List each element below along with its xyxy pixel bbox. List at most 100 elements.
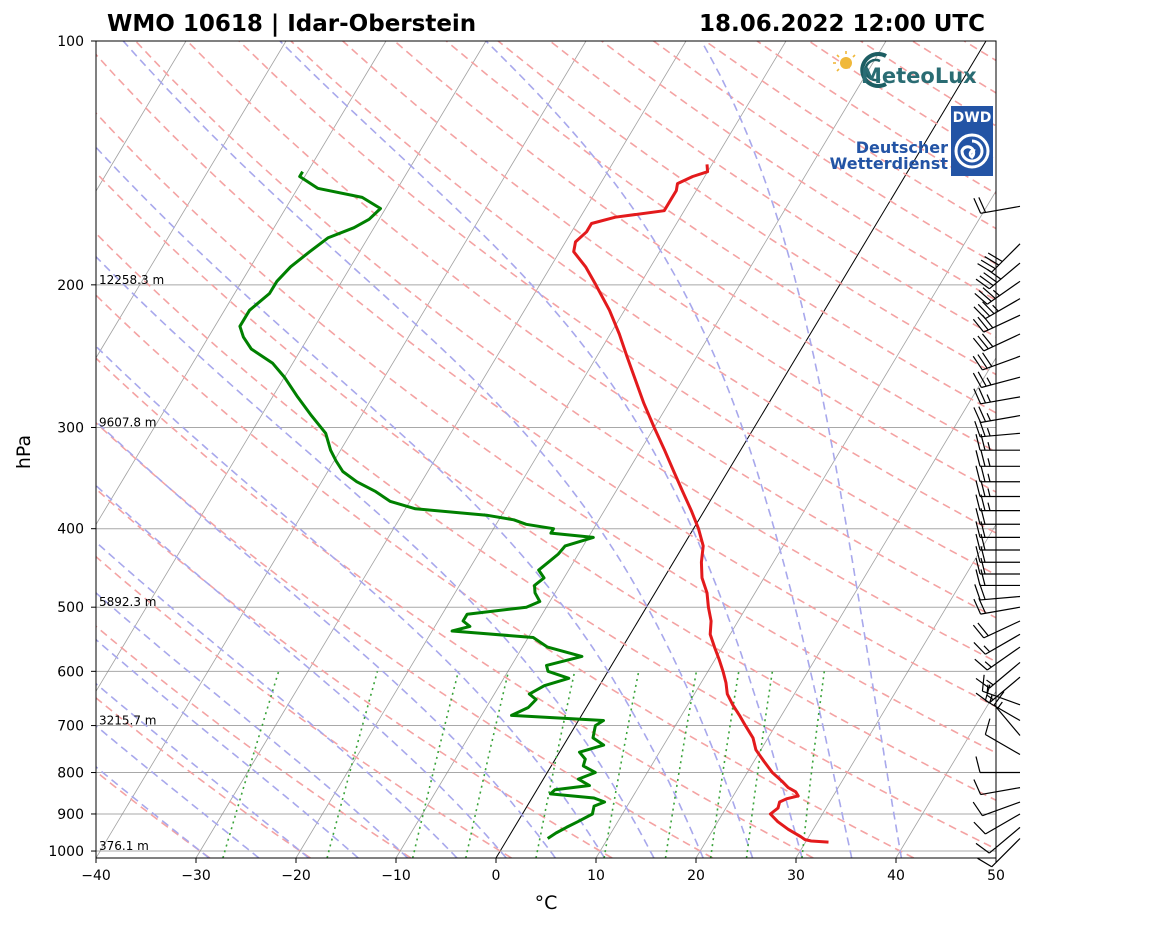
moist-adiabat bbox=[96, 484, 507, 858]
wind-barb-feather bbox=[975, 508, 981, 525]
wind-barb-feather bbox=[981, 333, 994, 348]
wind-barb-feather bbox=[992, 304, 999, 312]
wind-barb-feather bbox=[992, 289, 1000, 297]
wind-barb-feather bbox=[986, 377, 992, 386]
wind-barb-feather bbox=[977, 857, 993, 868]
dwd-spiral-icon bbox=[954, 133, 990, 169]
wind-barb bbox=[972, 314, 1021, 333]
wind-barb-feather bbox=[979, 583, 986, 600]
wind-barb-staff bbox=[993, 704, 1021, 736]
wind-barb bbox=[973, 633, 1021, 655]
dry-adiabat bbox=[963, 41, 996, 62]
wind-barb-feather bbox=[980, 546, 986, 563]
mixing-ratio-line bbox=[603, 671, 640, 858]
y-tick-label: 400 bbox=[57, 522, 84, 538]
moist-adiabat bbox=[96, 420, 557, 858]
height-label: 9607.8 m bbox=[99, 415, 157, 429]
dwd-name-line1: Deutscher bbox=[856, 138, 948, 157]
chart-title-station: WMO 10618 | Idar-Oberstein bbox=[107, 11, 476, 37]
wind-barb bbox=[972, 801, 1021, 817]
wind-barb-staff bbox=[986, 280, 1021, 305]
isotherm-line bbox=[96, 41, 587, 858]
moist-adiabat bbox=[96, 255, 655, 858]
mixing-ratio-line bbox=[709, 671, 740, 858]
moist-adiabat bbox=[279, 41, 803, 858]
wind-barb-staff bbox=[986, 646, 1021, 671]
wind-barb-feather bbox=[980, 450, 986, 467]
wind-barb-feather bbox=[987, 252, 1003, 263]
wind-barb-feather bbox=[987, 458, 991, 467]
wind-barb-feather bbox=[980, 494, 986, 511]
wind-barb-feather bbox=[972, 355, 983, 371]
wind-barb-feather bbox=[973, 388, 982, 405]
wind-barb bbox=[975, 756, 1020, 774]
x-axis-label: °C bbox=[535, 892, 558, 914]
wind-barb bbox=[974, 646, 1021, 671]
wind-barb-staff bbox=[980, 595, 1021, 601]
dry-adiabat bbox=[96, 294, 915, 858]
wind-barb-feather bbox=[982, 301, 995, 315]
wind-barb-staff bbox=[985, 633, 1021, 655]
wind-barb-feather bbox=[978, 290, 992, 302]
wind-barb-feather bbox=[975, 494, 981, 511]
dry-adiabat bbox=[134, 41, 996, 663]
mixing-ratio-line bbox=[664, 671, 698, 858]
wind-barb-staff bbox=[988, 676, 1021, 704]
dwd-name-line2: Wetterdienst bbox=[830, 154, 949, 173]
wind-barb-feather bbox=[986, 694, 994, 701]
wind-barb-feather bbox=[973, 779, 982, 795]
wind-barb-feather bbox=[974, 584, 981, 601]
wind-barb-feather bbox=[987, 488, 991, 497]
dry-adiabat bbox=[96, 357, 814, 858]
wind-barb-feather bbox=[975, 278, 990, 290]
wind-barb-feather bbox=[977, 303, 991, 317]
wind-barb-feather bbox=[986, 684, 989, 693]
wind-barb-feather bbox=[980, 465, 986, 482]
wind-barb bbox=[975, 465, 1020, 483]
y-tick-label: 300 bbox=[57, 420, 84, 436]
isotherm-line bbox=[295, 41, 787, 858]
wind-barb-staff bbox=[983, 620, 1021, 639]
wind-barb bbox=[973, 779, 1021, 796]
wind-barb-feather bbox=[975, 450, 981, 467]
moist-adiabat bbox=[485, 41, 853, 858]
dry-adiabat bbox=[96, 770, 211, 858]
dwd-logo: DWD Deutscher Wetterdienst bbox=[830, 106, 993, 176]
dry-adiabat bbox=[96, 53, 996, 708]
wind-barb-feather bbox=[974, 658, 988, 671]
x-tick-label: 20 bbox=[687, 868, 705, 884]
wind-barb-feather bbox=[979, 420, 986, 437]
isotherm-line bbox=[395, 41, 887, 858]
wind-barb bbox=[973, 298, 1021, 320]
wind-barb-feather bbox=[975, 692, 990, 704]
x-tick-label: −20 bbox=[281, 868, 311, 884]
mixing-ratio-line bbox=[411, 671, 460, 858]
wind-barb bbox=[973, 813, 1021, 835]
y-tick-label: 200 bbox=[57, 278, 84, 294]
wind-barb bbox=[975, 546, 1020, 563]
wind-barb-feather bbox=[972, 318, 985, 333]
wind-barb bbox=[975, 826, 1021, 854]
wind-barb-feather bbox=[972, 624, 985, 639]
mixing-ratio-line bbox=[535, 671, 576, 858]
meteolux-logo: MeteoLux bbox=[833, 51, 977, 88]
wind-barb-feather bbox=[980, 259, 996, 270]
wind-barb bbox=[972, 333, 1021, 352]
wind-barb bbox=[972, 620, 1021, 639]
wind-barb-feather bbox=[978, 406, 987, 422]
mixing-ratio-line bbox=[326, 671, 379, 858]
wind-barb-staff bbox=[981, 376, 1021, 389]
wind-barb-feather bbox=[986, 427, 991, 437]
wind-barb-staff bbox=[980, 414, 1021, 424]
wind-barb-staff bbox=[982, 801, 1021, 817]
height-label: 3215.7 m bbox=[99, 714, 157, 728]
meteolux-swirl-icon bbox=[860, 52, 887, 88]
wind-barb bbox=[975, 661, 1021, 689]
wind-barb-feather bbox=[977, 622, 989, 637]
wind-barb-feather bbox=[975, 677, 990, 689]
dry-adiabat bbox=[238, 41, 996, 576]
wind-barb-staff bbox=[988, 661, 1021, 689]
wind-barb-staff bbox=[983, 333, 1021, 352]
height-label: 376.1 m bbox=[99, 839, 149, 853]
